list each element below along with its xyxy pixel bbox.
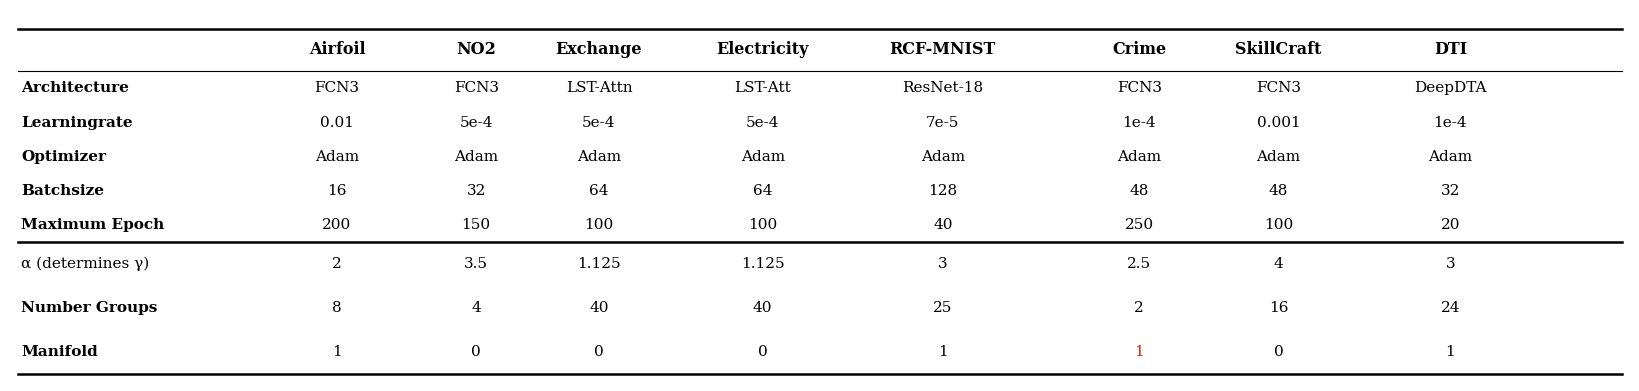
Text: Airfoil: Airfoil	[308, 41, 365, 58]
Text: Crime: Crime	[1111, 41, 1165, 58]
Text: 200: 200	[323, 218, 351, 232]
Text: Adam: Adam	[1255, 150, 1300, 164]
Text: Electricity: Electricity	[716, 41, 808, 58]
Text: 20: 20	[1439, 218, 1459, 232]
Text: 64: 64	[588, 184, 608, 198]
Text: 2: 2	[1134, 301, 1144, 315]
Text: 1: 1	[1134, 345, 1144, 359]
Text: 7e-5: 7e-5	[926, 115, 959, 129]
Text: 100: 100	[1264, 218, 1292, 232]
Text: α (determines γ): α (determines γ)	[21, 257, 149, 271]
Text: Learningrate: Learningrate	[21, 115, 133, 129]
Text: 4: 4	[470, 301, 480, 315]
Text: FCN3: FCN3	[1255, 81, 1300, 95]
Text: 64: 64	[752, 184, 772, 198]
Text: 3.5: 3.5	[464, 257, 488, 271]
Text: SkillCraft: SkillCraft	[1234, 41, 1321, 58]
Text: Number Groups: Number Groups	[21, 301, 157, 315]
Text: 0.001: 0.001	[1255, 115, 1300, 129]
Text: Maximum Epoch: Maximum Epoch	[21, 218, 164, 232]
Text: 128: 128	[928, 184, 957, 198]
Text: FCN3: FCN3	[454, 81, 498, 95]
Text: ResNet-18: ResNet-18	[901, 81, 983, 95]
Text: 4: 4	[1274, 257, 1282, 271]
Text: 1: 1	[938, 345, 947, 359]
Text: 3: 3	[1444, 257, 1454, 271]
Text: 250: 250	[1124, 218, 1154, 232]
Text: DTI: DTI	[1432, 41, 1465, 58]
Text: 32: 32	[465, 184, 485, 198]
Text: FCN3: FCN3	[315, 81, 359, 95]
Text: Architecture: Architecture	[21, 81, 129, 95]
Text: Exchange: Exchange	[556, 41, 642, 58]
Text: 0.01: 0.01	[320, 115, 354, 129]
Text: 100: 100	[583, 218, 613, 232]
Text: Manifold: Manifold	[21, 345, 98, 359]
Text: 3: 3	[938, 257, 947, 271]
Text: Adam: Adam	[454, 150, 498, 164]
Text: 40: 40	[933, 218, 952, 232]
Text: 1.125: 1.125	[577, 257, 621, 271]
Text: 16: 16	[1269, 301, 1287, 315]
Text: 16: 16	[328, 184, 346, 198]
Text: 5e-4: 5e-4	[459, 115, 493, 129]
Text: 100: 100	[747, 218, 777, 232]
Text: 1e-4: 1e-4	[1121, 115, 1155, 129]
Text: 48: 48	[1269, 184, 1287, 198]
Text: FCN3: FCN3	[1116, 81, 1160, 95]
Text: Adam: Adam	[577, 150, 621, 164]
Text: Optimizer: Optimizer	[21, 150, 107, 164]
Text: 40: 40	[752, 301, 772, 315]
Text: 1: 1	[333, 345, 341, 359]
Text: Adam: Adam	[315, 150, 359, 164]
Text: NO2: NO2	[456, 41, 497, 58]
Text: 1.125: 1.125	[741, 257, 783, 271]
Text: Batchsize: Batchsize	[21, 184, 103, 198]
Text: 0: 0	[1274, 345, 1282, 359]
Text: LST-Attn: LST-Attn	[565, 81, 633, 95]
Text: DeepDTA: DeepDTA	[1413, 81, 1485, 95]
Text: LST-Att: LST-Att	[734, 81, 790, 95]
Text: 1: 1	[1444, 345, 1454, 359]
Text: Adam: Adam	[741, 150, 785, 164]
Text: Adam: Adam	[919, 150, 964, 164]
Text: 150: 150	[461, 218, 490, 232]
Text: 2.5: 2.5	[1126, 257, 1151, 271]
Text: Adam: Adam	[1428, 150, 1472, 164]
Text: 0: 0	[470, 345, 480, 359]
Text: 24: 24	[1439, 301, 1459, 315]
Text: 48: 48	[1129, 184, 1149, 198]
Text: 2: 2	[333, 257, 341, 271]
Text: 8: 8	[333, 301, 341, 315]
Text: Adam: Adam	[1116, 150, 1160, 164]
Text: 0: 0	[757, 345, 767, 359]
Text: 25: 25	[933, 301, 952, 315]
Text: 5e-4: 5e-4	[582, 115, 615, 129]
Text: 5e-4: 5e-4	[746, 115, 779, 129]
Text: 40: 40	[588, 301, 608, 315]
Text: 32: 32	[1439, 184, 1459, 198]
Text: 1e-4: 1e-4	[1432, 115, 1467, 129]
Text: RCF-MNIST: RCF-MNIST	[888, 41, 995, 58]
Text: 0: 0	[593, 345, 603, 359]
